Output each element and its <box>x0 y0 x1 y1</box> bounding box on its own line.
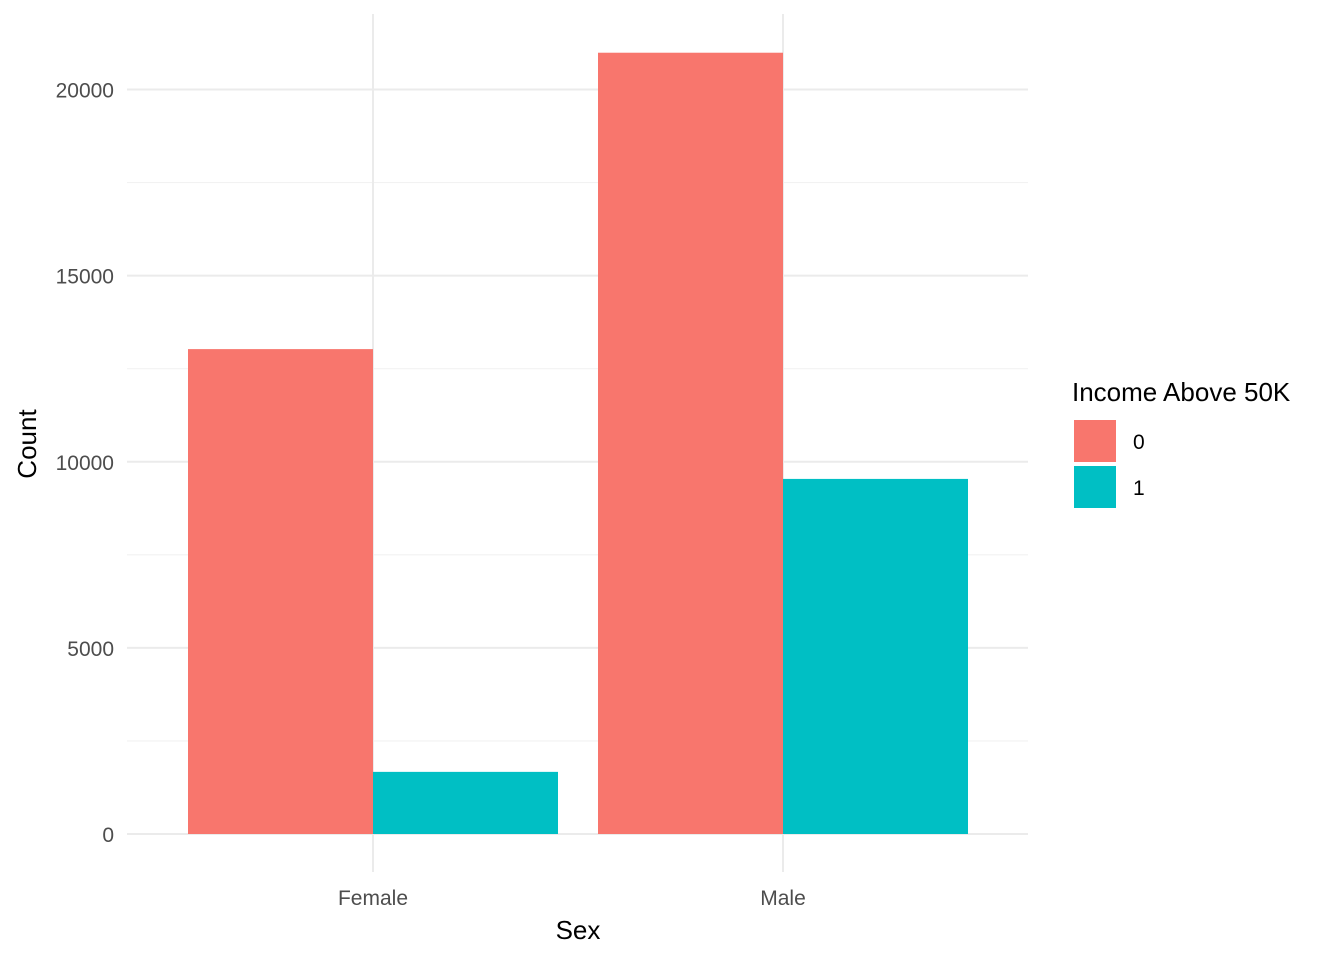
y-axis-ticks: 0 5000 10000 15000 20000 <box>56 80 114 848</box>
y-tick-label: 15000 <box>56 266 114 289</box>
legend-label: 1 <box>1133 477 1145 500</box>
legend-key-0 <box>1074 420 1116 462</box>
x-tick-label: Male <box>760 887 806 910</box>
x-axis-ticks: Female Male <box>338 887 806 910</box>
x-tick-label: Female <box>338 887 408 910</box>
bars <box>188 52 968 835</box>
legend-key-1 <box>1074 466 1116 508</box>
bar-male-series-1 <box>783 478 968 834</box>
bar-female-series-0 <box>188 349 373 834</box>
x-axis-title: Sex <box>556 915 601 945</box>
legend-items: 01 <box>1074 420 1145 508</box>
bar-male-series-0 <box>598 52 783 835</box>
legend-label: 0 <box>1133 431 1145 454</box>
legend-title: Income Above 50K <box>1072 377 1291 407</box>
y-tick-label: 20000 <box>56 80 114 103</box>
y-tick-label: 10000 <box>56 452 114 475</box>
bar-female-series-1 <box>373 771 558 834</box>
y-tick-label: 5000 <box>67 638 114 661</box>
y-axis-title: Count <box>12 409 42 479</box>
y-tick-label: 0 <box>102 824 114 847</box>
legend: Income Above 50K 01 <box>1072 377 1291 508</box>
